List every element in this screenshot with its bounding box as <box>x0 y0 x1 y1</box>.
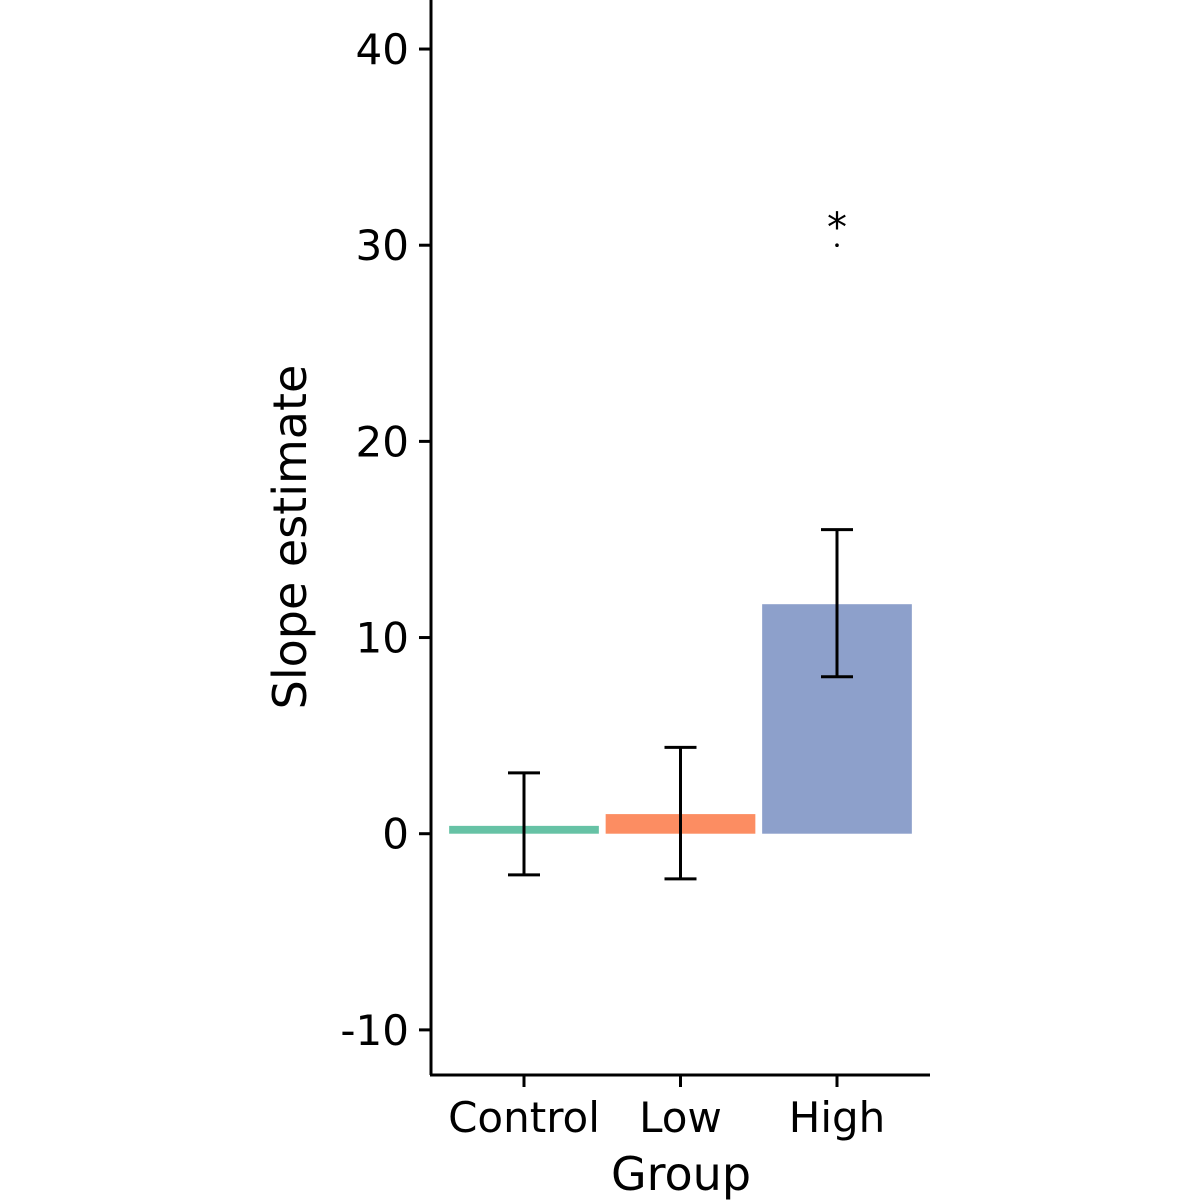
significance-marker: * <box>827 205 847 251</box>
y-tick-label: 30 <box>356 221 409 270</box>
y-tick-label: -10 <box>340 1006 409 1055</box>
error-bars-layer <box>508 528 853 881</box>
annotation-dot <box>835 243 839 248</box>
y-axis-title: Slope estimate <box>263 365 317 710</box>
x-tick-label-control: Control <box>448 1093 600 1142</box>
x-ticks-layer: Control Low High <box>448 1075 885 1142</box>
y-tick-label: 20 <box>356 417 409 466</box>
y-tick-label: 10 <box>356 614 409 663</box>
y-ticks-layer: -10 0 10 20 30 40 <box>340 25 431 1055</box>
y-tick-label: 40 <box>356 25 409 74</box>
x-tick-label-low: Low <box>639 1093 722 1142</box>
x-axis-title: Group <box>611 1147 751 1200</box>
y-tick-label: 0 <box>382 810 409 859</box>
annotations-layer: * <box>827 205 847 251</box>
x-tick-label-high: High <box>789 1093 886 1142</box>
